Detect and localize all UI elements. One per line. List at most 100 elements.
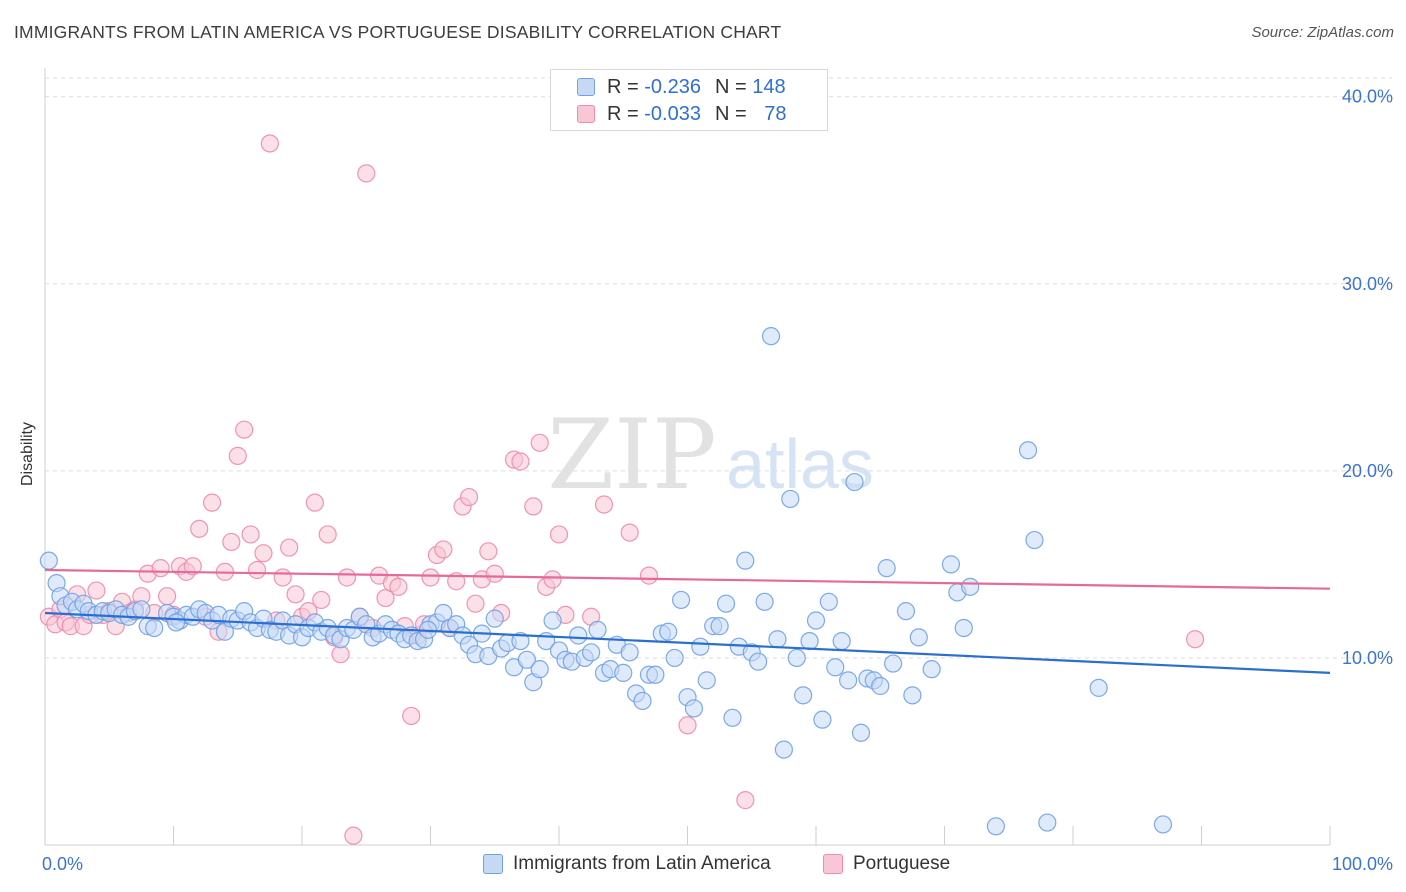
- data-point-latin-america: [800, 631, 819, 651]
- data-point-latin-america: [543, 611, 562, 630]
- data-point-portuguese: [485, 564, 504, 583]
- y-tick-label: 40.0%: [1342, 87, 1393, 107]
- data-point-latin-america: [485, 609, 504, 628]
- data-point-latin-america: [941, 555, 961, 574]
- data-point-latin-america: [851, 723, 871, 742]
- data-point-portuguese: [254, 544, 273, 563]
- data-point-latin-america: [787, 648, 806, 668]
- data-point-latin-america: [614, 663, 633, 682]
- legend-swatch-blue: [577, 78, 595, 96]
- data-point-portuguese: [183, 557, 202, 576]
- data-point-portuguese: [222, 532, 241, 552]
- data-point-portuguese: [530, 433, 549, 452]
- x-tick-label-max: 100.0%: [1332, 854, 1393, 874]
- data-point-portuguese: [305, 493, 324, 512]
- data-point-portuguese: [402, 706, 421, 726]
- trend-line-portuguese: [44, 568, 1331, 590]
- series-legend-latin-america: Immigrants from Latin America: [483, 853, 771, 875]
- data-point-portuguese: [357, 164, 376, 183]
- chart-source: Source: ZipAtlas.com: [1251, 24, 1394, 41]
- data-point-latin-america: [896, 602, 916, 621]
- data-point-latin-america: [1153, 815, 1173, 834]
- data-point-latin-america: [794, 686, 813, 705]
- data-point-portuguese: [459, 487, 479, 507]
- series-swatch-pink: [823, 854, 843, 874]
- legend-n-value: 148: [752, 75, 786, 98]
- data-point-latin-america: [620, 643, 639, 662]
- data-point-latin-america: [749, 652, 768, 671]
- data-point-latin-america: [710, 617, 729, 636]
- data-point-latin-america: [691, 637, 710, 656]
- series-name: Immigrants from Latin America: [513, 853, 771, 874]
- data-point-latin-america: [132, 600, 151, 619]
- legend-r-value: -0.033: [644, 102, 701, 125]
- data-point-portuguese: [273, 568, 292, 587]
- data-point-portuguese: [241, 525, 260, 544]
- legend-n-label: N =: [714, 75, 747, 98]
- data-point-portuguese: [434, 540, 453, 559]
- data-point-portuguese: [344, 826, 363, 845]
- data-point-portuguese: [247, 560, 267, 580]
- data-point-latin-america: [671, 590, 691, 610]
- series-name: Portuguese: [853, 853, 951, 874]
- scatter-points: [39, 134, 1205, 845]
- watermark-atlas: atlas: [726, 425, 874, 503]
- data-point-portuguese: [421, 568, 440, 587]
- gridlines: [45, 77, 1392, 659]
- data-point-latin-america: [774, 740, 793, 759]
- data-point-portuguese: [736, 791, 755, 810]
- data-point-latin-america: [826, 658, 845, 677]
- data-point-latin-america: [909, 628, 928, 647]
- data-point-portuguese: [594, 495, 614, 514]
- data-point-portuguese: [1185, 630, 1205, 649]
- data-point-portuguese: [549, 525, 569, 544]
- axes: [44, 68, 1331, 846]
- data-point-latin-america: [588, 620, 607, 639]
- data-point-portuguese: [280, 538, 299, 557]
- data-point-latin-america: [1089, 678, 1108, 697]
- data-point-latin-america: [633, 691, 652, 711]
- data-point-latin-america: [723, 708, 742, 727]
- data-point-latin-america: [961, 577, 980, 596]
- series-swatch-blue: [483, 854, 503, 874]
- y-tick-label: 30.0%: [1342, 274, 1393, 294]
- series-legend-portuguese: Portuguese: [823, 853, 950, 875]
- data-point-latin-america: [871, 676, 890, 696]
- data-point-portuguese: [87, 581, 106, 600]
- data-point-latin-america: [646, 665, 665, 684]
- data-point-latin-america: [736, 551, 755, 570]
- watermark-zip: ZIP: [547, 399, 716, 511]
- data-point-portuguese: [389, 577, 408, 596]
- legend-swatch-pink: [577, 105, 595, 123]
- data-point-latin-america: [839, 671, 858, 690]
- data-point-latin-america: [665, 648, 684, 668]
- legend-r-label: R =: [607, 75, 639, 98]
- data-point-latin-america: [582, 643, 601, 662]
- data-point-latin-america: [922, 660, 941, 679]
- data-point-latin-america: [517, 650, 536, 669]
- legend-r-label: R =: [607, 102, 639, 125]
- data-point-latin-america: [761, 327, 781, 346]
- tick-labels: 10.0% 20.0% 30.0% 40.0% 0.0% 100.0%: [42, 87, 1393, 874]
- data-point-latin-america: [883, 654, 903, 673]
- y-tick-label: 10.0%: [1342, 648, 1393, 668]
- data-point-latin-america: [145, 618, 164, 638]
- data-point-latin-america: [877, 559, 896, 578]
- data-point-latin-america: [781, 489, 800, 509]
- data-point-portuguese: [620, 523, 639, 542]
- legend-r-value: -0.236: [644, 75, 701, 98]
- data-point-latin-america: [845, 472, 864, 492]
- data-point-latin-america: [903, 686, 922, 705]
- data-point-latin-america: [716, 594, 736, 613]
- data-point-portuguese: [337, 568, 357, 587]
- legend-n-value: 78: [764, 102, 787, 125]
- data-point-latin-america: [806, 611, 826, 630]
- data-point-portuguese: [202, 493, 222, 512]
- data-point-latin-america: [166, 613, 186, 632]
- data-point-portuguese: [260, 134, 279, 153]
- data-point-portuguese: [524, 497, 543, 516]
- data-point-latin-america: [511, 631, 530, 651]
- data-point-latin-america: [954, 618, 973, 638]
- data-point-portuguese: [190, 519, 209, 538]
